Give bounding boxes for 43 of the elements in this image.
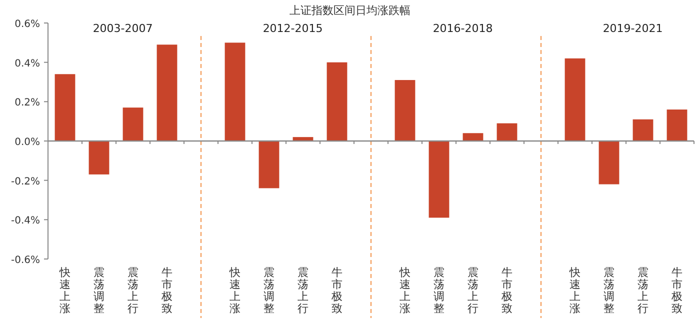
x-tick-label: 快速上涨 xyxy=(398,266,410,315)
bar xyxy=(666,110,688,141)
x-tick-label: 震荡上行 xyxy=(638,266,648,315)
annotation: 2003-2007 xyxy=(92,22,153,35)
x-tick-label: 快速上涨 xyxy=(568,266,580,315)
bar xyxy=(258,141,280,188)
x-tick-label: 震荡调整 xyxy=(264,266,274,315)
y-tick-label: 0.2% xyxy=(14,98,40,109)
bar xyxy=(598,141,620,184)
annotation: 2019-2021 xyxy=(602,22,663,35)
bar xyxy=(326,62,348,141)
annotation: 2016-2018 xyxy=(432,22,493,35)
x-tick-label: 震荡上行 xyxy=(468,266,478,315)
x-tick-label: 震荡调整 xyxy=(94,266,104,315)
annotation: 2012-2015 xyxy=(262,22,323,35)
bar xyxy=(496,123,518,141)
x-tick-label: 震荡上行 xyxy=(298,266,308,315)
x-tick-label: 牛市极致 xyxy=(670,266,682,315)
x-tick-label: 快速上涨 xyxy=(58,266,70,315)
chart-title: 上证指数区间日均涨跌幅 xyxy=(290,4,410,17)
bar xyxy=(632,119,654,141)
y-tick-label: -0.6% xyxy=(10,255,40,266)
bar xyxy=(156,44,178,141)
bar xyxy=(122,108,144,141)
x-tick-label: 牛市极致 xyxy=(330,266,342,315)
bar xyxy=(54,74,76,141)
y-tick-label: -0.4% xyxy=(10,216,40,227)
y-tick-label: 0.0% xyxy=(14,137,40,148)
bar xyxy=(462,133,484,141)
x-tick-label: 牛市极致 xyxy=(500,266,512,315)
y-tick-label: 0.4% xyxy=(14,58,40,70)
y-tick-label: -0.2% xyxy=(10,176,40,188)
y-tick-label: 0.6% xyxy=(14,19,40,30)
bar xyxy=(564,58,586,141)
bar xyxy=(88,141,110,174)
bar xyxy=(224,42,246,141)
bar xyxy=(428,141,450,218)
x-tick-label: 震荡调整 xyxy=(604,266,614,315)
x-tick-label: 震荡调整 xyxy=(434,266,444,315)
x-tick-label: 牛市极致 xyxy=(160,266,172,315)
x-tick-label: 快速上涨 xyxy=(228,266,240,315)
bar xyxy=(394,80,416,141)
x-tick-label: 震荡上行 xyxy=(128,266,138,315)
